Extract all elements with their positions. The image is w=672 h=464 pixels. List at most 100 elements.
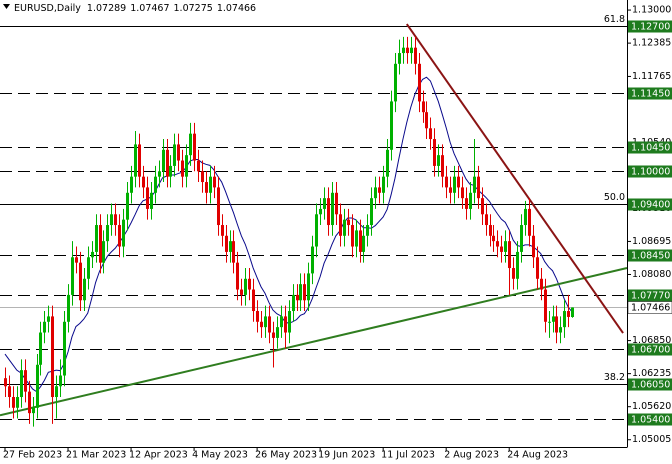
level-label: 1.08450: [631, 251, 670, 262]
level-label: 1.10450: [631, 143, 670, 154]
candle-body: [296, 294, 299, 301]
candle-body: [28, 391, 31, 414]
candle-body: [284, 316, 287, 333]
candle-body: [477, 176, 480, 199]
candle-body: [532, 235, 535, 258]
symbol: EURUSD,Daily: [14, 3, 81, 14]
candle-body: [256, 311, 259, 322]
candle-body: [63, 321, 66, 376]
y-tick-label: 1.13000: [632, 5, 671, 16]
open: 1.07289: [87, 3, 126, 14]
candle-body: [457, 176, 460, 188]
candle-body: [504, 241, 507, 252]
candle-body: [422, 101, 425, 113]
x-tick-label: 12 Apr 2023: [129, 450, 188, 461]
candle-body: [425, 112, 428, 129]
candle-body: [398, 53, 401, 64]
candle-body: [130, 176, 133, 193]
candle-body: [193, 133, 196, 161]
x-tick-label: 21 Mar 2023: [66, 450, 126, 461]
level-box: [628, 289, 672, 302]
level-label: 1.09400: [631, 200, 670, 211]
y-tick-label: 1.12385: [632, 38, 671, 49]
y-tick-label: 1.06235: [632, 368, 671, 379]
candle-body: [492, 235, 495, 242]
candle-body: [114, 214, 117, 226]
fib-label: 50.0: [604, 192, 625, 203]
candle-body: [347, 219, 350, 226]
candle-body: [106, 225, 109, 242]
candle-body: [374, 187, 377, 199]
level-label: 1.10000: [631, 167, 670, 178]
candle-body: [429, 128, 432, 140]
candle-body: [351, 225, 354, 247]
candle-body: [16, 397, 19, 408]
candle-body: [359, 230, 362, 252]
candle-body: [481, 198, 484, 215]
candle-body: [548, 321, 551, 323]
header-bg: [0, 0, 262, 14]
candle-body: [382, 176, 385, 193]
candle-body: [264, 316, 267, 328]
candles-layer: [4, 36, 574, 427]
candle-body: [67, 294, 70, 322]
candle-body: [150, 192, 153, 209]
candle-body: [122, 219, 125, 247]
candle-body: [8, 386, 11, 398]
trend-line: [0, 267, 628, 417]
candle-body: [433, 139, 436, 166]
candle-body: [555, 316, 558, 333]
fib-label: 38.2: [604, 372, 625, 383]
fib-label: 61.8: [604, 14, 625, 25]
candle-body: [319, 208, 322, 215]
candle-body: [331, 192, 334, 226]
candle-body: [528, 208, 531, 236]
candle-body: [327, 198, 330, 226]
candle-body: [79, 262, 82, 301]
candle-body: [55, 386, 58, 398]
candle-body: [406, 47, 409, 54]
candle-body: [75, 257, 78, 263]
x-tick-label: 27 Feb 2023: [3, 450, 62, 461]
candle-body: [162, 149, 165, 172]
candle-body: [311, 246, 314, 274]
candle-body: [248, 278, 251, 290]
candle-body: [134, 144, 137, 177]
candle-body: [461, 187, 464, 199]
candle-body: [394, 63, 397, 102]
candle-body: [221, 225, 224, 236]
y-tick-label: 1.06850: [632, 335, 671, 346]
candle-body: [32, 407, 35, 414]
candle-body: [500, 246, 503, 252]
candle-body: [489, 225, 492, 236]
level-label: 1.07770: [631, 291, 670, 302]
candle-body: [244, 278, 247, 295]
candle-body: [87, 257, 90, 279]
candle-body: [236, 262, 239, 290]
candle-body: [362, 235, 365, 252]
candle-body: [43, 321, 46, 333]
y-tick-label: 1.08080: [632, 269, 671, 280]
candle-body: [201, 171, 204, 183]
x-tick-label: 2 Aug 2023: [444, 450, 499, 461]
candle-body: [563, 311, 566, 328]
candle-body: [315, 214, 318, 247]
candle-body: [335, 192, 338, 215]
low: 1.07275: [174, 3, 213, 14]
candle-body: [252, 289, 255, 312]
candle-body: [441, 155, 444, 177]
candle-body: [323, 198, 326, 209]
candle-body: [24, 370, 27, 392]
candle-body: [91, 251, 94, 258]
candle-body: [102, 241, 105, 263]
candle-body: [240, 289, 243, 295]
candle-body: [559, 327, 562, 333]
candle-body: [142, 176, 145, 188]
candle-body: [83, 278, 86, 301]
candle-body: [217, 187, 220, 226]
current-price-label: 1.07466: [631, 303, 670, 314]
candle-body: [307, 273, 310, 301]
candle-body: [169, 165, 172, 177]
candle-body: [268, 316, 271, 333]
